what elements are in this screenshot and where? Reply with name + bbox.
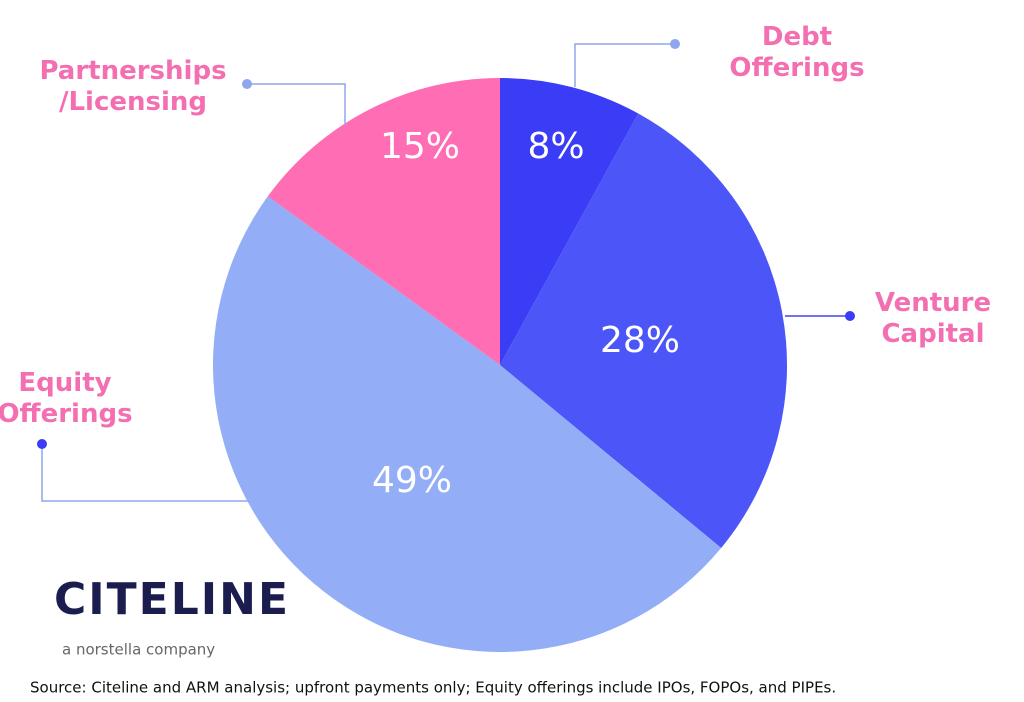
- value-label: 8%: [527, 126, 584, 167]
- category-label: Venture Capital: [875, 288, 991, 349]
- leader-dot: [845, 311, 855, 321]
- category-label: Equity Offerings: [0, 368, 133, 429]
- leader-line: [574, 43, 675, 87]
- logo-name: CITELINE: [54, 574, 290, 625]
- leader-dot: [670, 39, 680, 49]
- pie-slice: [500, 113, 787, 548]
- pie-slice: [500, 78, 639, 365]
- logo-accent: [24, 594, 34, 610]
- pie-slice: [213, 196, 722, 652]
- leader-dot: [242, 79, 252, 89]
- leader-line: [41, 444, 250, 502]
- leader-line: [247, 83, 346, 125]
- value-label: 49%: [372, 460, 452, 501]
- pie-slice: [267, 78, 500, 365]
- category-label: Debt Offerings: [729, 22, 864, 83]
- leader-dot: [37, 439, 47, 449]
- value-label: 28%: [600, 320, 680, 361]
- source-note: Source: Citeline and ARM analysis; upfro…: [30, 679, 836, 697]
- category-label: Partnerships/Licensing: [39, 56, 226, 117]
- logo-tagline: a norstella company: [62, 641, 215, 659]
- value-label: 15%: [380, 126, 460, 167]
